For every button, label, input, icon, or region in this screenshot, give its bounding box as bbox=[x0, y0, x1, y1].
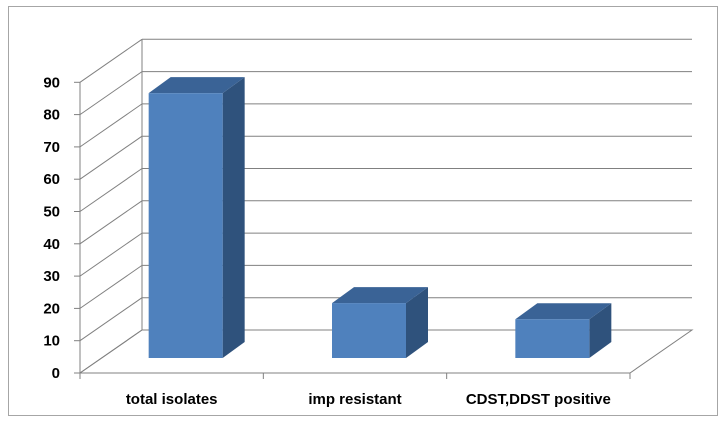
y-tick-label: 30 bbox=[43, 268, 60, 285]
gridline-diagonal bbox=[79, 232, 143, 277]
x-tick-label: CDST,DDST positive bbox=[466, 391, 611, 408]
gridline-diagonal bbox=[79, 135, 143, 180]
bar-top bbox=[332, 287, 428, 304]
y-tick-label: 60 bbox=[43, 171, 60, 188]
bar bbox=[148, 93, 223, 358]
x-tick-label: total isolates bbox=[126, 391, 218, 408]
y-tick-label: 40 bbox=[43, 236, 60, 253]
y-tick-label: 50 bbox=[43, 204, 60, 221]
label-layer: 0 10 20 30 40 50 60 70 80 90 total isolates imp res… bbox=[43, 74, 611, 408]
bar-side bbox=[406, 287, 428, 358]
bar-layer bbox=[148, 77, 612, 358]
y-tick-label: 80 bbox=[43, 107, 60, 124]
gridline-diagonal bbox=[79, 103, 143, 148]
y-tick-label: 20 bbox=[43, 300, 60, 317]
gridline-diagonal bbox=[79, 200, 143, 245]
gridline-diagonal bbox=[79, 297, 143, 342]
bar-top bbox=[148, 77, 245, 94]
gridline-diagonal bbox=[79, 168, 143, 212]
gridline-diagonal bbox=[79, 264, 143, 309]
gridline-diagonal bbox=[79, 71, 143, 116]
x-tick-label: imp resistant bbox=[308, 391, 401, 408]
y-tick-label: 90 bbox=[43, 74, 60, 91]
bar-top bbox=[515, 303, 612, 320]
bar bbox=[515, 319, 590, 358]
y-tick-label: 0 bbox=[52, 365, 60, 382]
bar-side bbox=[222, 77, 245, 358]
bar-side bbox=[589, 303, 612, 358]
bar bbox=[332, 303, 406, 358]
axis-layer bbox=[74, 39, 694, 379]
y-tick-label: 70 bbox=[43, 139, 60, 156]
gridline-diagonal bbox=[79, 38, 143, 83]
y-tick-label: 10 bbox=[43, 333, 60, 350]
